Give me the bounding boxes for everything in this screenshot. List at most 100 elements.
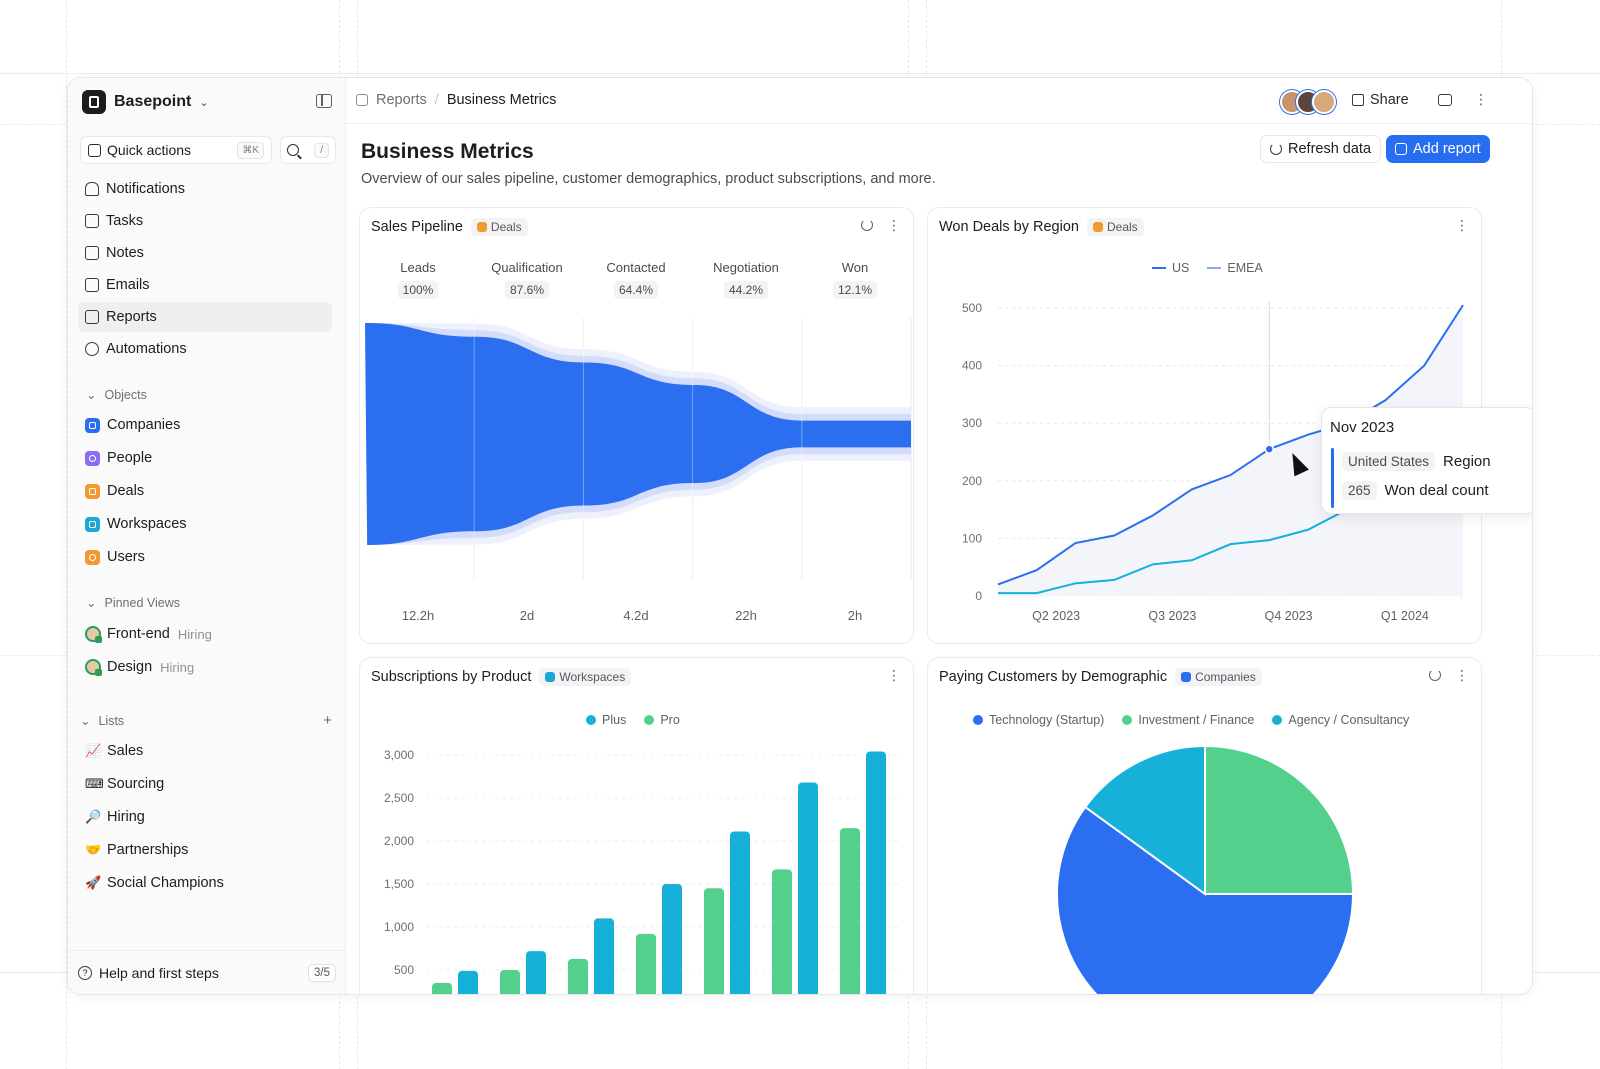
- collaborator-avatars[interactable]: [1280, 90, 1336, 114]
- add-list-icon[interactable]: +: [323, 712, 332, 729]
- deals-tag: Deals: [1086, 218, 1144, 236]
- help-label: Help and first steps: [99, 964, 219, 981]
- pinned-view-tag: Hiring: [160, 659, 195, 675]
- nav-item-reports[interactable]: Reports: [78, 302, 332, 332]
- help-and-first-steps[interactable]: ? Help and first steps 3/5: [68, 950, 346, 994]
- y-tick-label: 500: [962, 301, 982, 315]
- object-item-users[interactable]: Users: [78, 542, 332, 572]
- list-item-sourcing[interactable]: ⌨ Sourcing: [78, 769, 332, 799]
- nav-label: Automations: [106, 341, 187, 357]
- refresh-icon[interactable]: [1429, 669, 1441, 681]
- legend-swatch: [973, 715, 983, 725]
- pinned-views-heading: Pinned Views: [104, 595, 180, 610]
- nav-item-emails[interactable]: Emails: [78, 270, 332, 300]
- stage-duration: 4.2d: [623, 608, 649, 623]
- pipeline-funnel-chart: [365, 318, 912, 580]
- object-item-deals[interactable]: Deals: [78, 476, 332, 506]
- legend-label: EMEA: [1227, 261, 1263, 275]
- x-tick-label: Q4 2023: [1265, 609, 1313, 623]
- subscriptions-card: Subscriptions by Product Workspaces ⋮ Pl…: [359, 657, 914, 994]
- legend-item-technology[interactable]: Technology (Startup): [973, 713, 1104, 727]
- legend-swatch: [586, 715, 596, 725]
- card-title: Sales Pipeline Deals: [371, 218, 528, 236]
- more-options-icon[interactable]: ⋮: [1474, 91, 1488, 107]
- more-options-icon[interactable]: ⋮: [887, 667, 901, 683]
- nav-label: Emails: [106, 277, 150, 293]
- companies-icon: [85, 417, 100, 433]
- add-report-icon: [1395, 143, 1407, 155]
- add-report-button[interactable]: Add report: [1386, 135, 1490, 163]
- workspace-switcher[interactable]: Basepoint ⌄: [82, 90, 209, 114]
- nav-item-notifications[interactable]: Notifications: [78, 174, 332, 204]
- legend-item-agency[interactable]: Agency / Consultancy: [1272, 713, 1409, 727]
- pie-slice: [1083, 744, 1206, 896]
- search-icon: [287, 144, 299, 156]
- refresh-icon[interactable]: [861, 219, 873, 231]
- legend-label: Pro: [660, 713, 680, 727]
- help-progress-badge: 3/5: [308, 963, 336, 982]
- card-title: Won Deals by Region Deals: [939, 218, 1144, 236]
- more-options-icon[interactable]: ⋮: [1455, 217, 1469, 233]
- object-label: Workspaces: [107, 516, 187, 532]
- stage-duration: 2d: [519, 608, 535, 623]
- legend-swatch: [1122, 715, 1133, 725]
- more-options-icon[interactable]: ⋮: [1455, 667, 1469, 683]
- handshake-emoji-icon: 🤝: [85, 842, 102, 857]
- tooltip-count-value: 265: [1342, 481, 1377, 500]
- comments-icon[interactable]: [1438, 94, 1452, 106]
- deals-icon: [1092, 222, 1103, 232]
- search-button[interactable]: /: [280, 136, 336, 164]
- card-title-text: Subscriptions by Product: [371, 669, 532, 685]
- list-item-partnerships[interactable]: 🤝 Partnerships: [78, 835, 332, 865]
- legend-item-pro[interactable]: Pro: [644, 713, 680, 727]
- tag-label: Workspaces: [559, 670, 626, 684]
- more-options-icon[interactable]: ⋮: [887, 217, 901, 233]
- legend-item-plus[interactable]: Plus: [586, 713, 626, 727]
- paying-customers-card: Paying Customers by Demographic Companie…: [927, 657, 1482, 994]
- stage-percent: 100%: [397, 281, 439, 299]
- refresh-data-button[interactable]: Refresh data: [1260, 135, 1382, 163]
- list-item-sales[interactable]: 📈 Sales: [78, 736, 332, 766]
- pie-slice: [1056, 805, 1355, 994]
- tooltip-row-region: United States Region: [1342, 452, 1491, 471]
- share-button[interactable]: Share: [1352, 92, 1409, 108]
- bar-plus: [432, 982, 452, 994]
- bar-pro: [458, 970, 478, 994]
- stage-duration: 22h: [735, 608, 757, 623]
- object-item-companies[interactable]: Companies: [78, 410, 332, 440]
- legend-item-investment[interactable]: Investment / Finance: [1122, 713, 1254, 727]
- nav-item-tasks[interactable]: Tasks: [78, 206, 332, 236]
- object-item-workspaces[interactable]: Workspaces: [78, 509, 332, 539]
- objects-heading: Objects: [104, 387, 147, 402]
- list-item-social-champions[interactable]: 🚀 Social Champions: [78, 868, 332, 898]
- pipeline-stage: Qualification 87.6%: [472, 260, 582, 299]
- object-label: Companies: [107, 417, 181, 433]
- legend-item-us[interactable]: US: [1152, 261, 1189, 275]
- lists-section-header[interactable]: ⌄ Lists +: [80, 712, 332, 729]
- list-item-hiring[interactable]: 🔎 Hiring: [78, 802, 332, 832]
- won-deals-line-chart: 0 100 200 300 400 500 Q2 2023 Q3 2023 Q4 2023 Q1 …: [962, 301, 1464, 623]
- y-tick-label: 2,500: [384, 791, 414, 805]
- workspace-name: Basepoint: [114, 93, 192, 110]
- pinned-view-front-end[interactable]: Front-end Hiring: [78, 619, 332, 649]
- pinned-view-label: Design: [107, 659, 153, 675]
- x-tick-label: Q3 2023: [1148, 609, 1196, 623]
- quick-actions-button[interactable]: Quick actions ⌘K: [80, 136, 272, 164]
- stage-label: Negotiation: [713, 260, 779, 275]
- deals-icon: [85, 483, 100, 499]
- won-deals-card: Won Deals by Region Deals ⋮ US EMEA 0 100…: [927, 207, 1482, 644]
- legend-item-emea[interactable]: EMEA: [1207, 261, 1263, 275]
- us-series-line: [997, 304, 1464, 586]
- object-item-people[interactable]: People: [78, 443, 332, 473]
- pinned-view-design[interactable]: Design Hiring: [78, 652, 332, 682]
- nav-item-notes[interactable]: Notes: [78, 238, 332, 268]
- stage-label: Qualification: [491, 260, 563, 275]
- objects-section-header[interactable]: ⌄ Objects: [86, 387, 331, 403]
- pie-slice: [1204, 744, 1355, 895]
- pinned-views-section-header[interactable]: ⌄ Pinned Views: [86, 595, 331, 611]
- breadcrumb-parent[interactable]: Reports: [376, 92, 427, 108]
- legend-swatch: [644, 715, 655, 725]
- stage-label: Contacted: [606, 260, 666, 275]
- nav-item-automations[interactable]: Automations: [78, 334, 332, 364]
- sidebar-toggle-icon[interactable]: [316, 94, 332, 108]
